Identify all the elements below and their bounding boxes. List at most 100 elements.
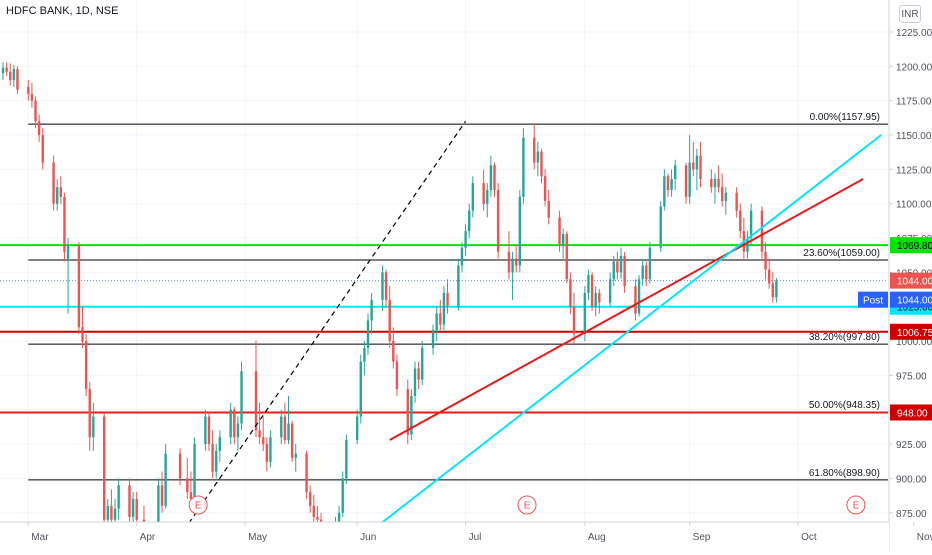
candle-body	[435, 313, 438, 331]
candle	[113, 499, 117, 522]
currency-badge[interactable]: INR	[899, 5, 921, 23]
candle-body	[128, 485, 131, 517]
candle	[27, 80, 30, 101]
trendline-cyan	[381, 134, 882, 522]
candle	[280, 409, 283, 445]
candle	[684, 162, 688, 204]
fib-level-label: 38.20%(997.80)	[809, 332, 880, 343]
candle	[215, 444, 218, 479]
candle	[540, 148, 543, 184]
candle	[637, 275, 641, 317]
candle	[59, 176, 63, 204]
candle-body	[623, 255, 626, 287]
candle-body	[561, 233, 565, 245]
candle	[746, 231, 749, 259]
candle-body	[410, 396, 413, 435]
candle-body	[493, 165, 496, 190]
candle-body	[692, 162, 695, 170]
candle-body	[518, 196, 522, 266]
candle	[648, 242, 652, 284]
candle	[262, 416, 265, 451]
candle-body	[724, 192, 727, 201]
candle-body	[131, 499, 135, 517]
candle-body	[63, 196, 66, 252]
candle-body	[12, 69, 16, 81]
time-axis-label: Aug	[588, 532, 606, 543]
candle-body	[157, 485, 160, 522]
candle-body	[598, 292, 601, 303]
time-axis-label: Oct	[801, 532, 817, 543]
candle	[84, 334, 88, 397]
candle	[587, 269, 590, 300]
candle-body	[713, 178, 717, 188]
candle-body	[684, 165, 688, 197]
candle-body	[370, 299, 373, 321]
candle-body	[215, 450, 218, 472]
candle-body	[446, 292, 449, 307]
candle	[659, 200, 662, 252]
candle-body	[287, 423, 290, 440]
candle	[37, 114, 41, 142]
candle	[569, 272, 572, 314]
earnings-marker-label: E	[853, 501, 860, 512]
candle	[608, 272, 612, 307]
candle-body	[363, 347, 366, 362]
candle	[641, 258, 644, 287]
current-price-label-text: 1044.00	[897, 277, 932, 288]
candle	[764, 242, 767, 280]
candle	[269, 430, 272, 468]
candle	[511, 251, 514, 300]
candle-body	[113, 508, 117, 520]
candle	[106, 499, 110, 522]
candle-body	[717, 178, 720, 188]
candle	[41, 128, 44, 170]
candle-body	[384, 272, 388, 300]
candle	[63, 192, 66, 262]
candle	[666, 173, 670, 197]
candle-body	[442, 292, 446, 325]
candle-body	[211, 444, 214, 472]
candle	[688, 135, 691, 204]
current-price-label-bg	[890, 272, 932, 289]
candle	[193, 437, 196, 502]
candle	[395, 354, 399, 397]
candle-body	[558, 217, 561, 245]
candle-body	[193, 444, 196, 500]
candle	[645, 261, 648, 287]
candle	[558, 210, 561, 252]
candle-body	[319, 519, 323, 522]
candle	[384, 269, 388, 307]
candle-body	[56, 187, 59, 204]
price-axis-label: 1150.00	[896, 131, 932, 142]
time-axis-label: Jul	[469, 532, 482, 543]
trendline-dashed	[188, 120, 467, 522]
candle-body	[178, 453, 182, 479]
candle	[410, 389, 413, 440]
candle	[135, 492, 138, 522]
candle-body	[52, 162, 55, 204]
symbol-title: HDFC BANK, 1D, NSE	[6, 5, 119, 17]
candle-body	[507, 251, 511, 273]
candle	[720, 173, 724, 207]
candle	[547, 189, 550, 225]
trendline-red	[389, 178, 864, 441]
candle-body	[663, 176, 666, 207]
candle	[56, 178, 59, 211]
earnings-marker-label: E	[195, 501, 202, 512]
candle-body	[674, 165, 677, 179]
fib-level-label: 50.00%(948.35)	[809, 400, 880, 411]
candle	[392, 327, 395, 369]
candle-body	[439, 313, 442, 325]
candle-body	[637, 279, 641, 314]
time-axis-label: Sep	[693, 532, 711, 543]
time-axis-label: Apr	[140, 532, 156, 543]
candle-body	[460, 247, 464, 266]
candle-body	[720, 187, 724, 201]
candle	[211, 430, 214, 479]
candle-body	[37, 121, 41, 136]
candle-body	[547, 200, 550, 218]
candle-body	[395, 361, 399, 390]
candle	[507, 231, 511, 280]
candle-body	[413, 368, 417, 397]
